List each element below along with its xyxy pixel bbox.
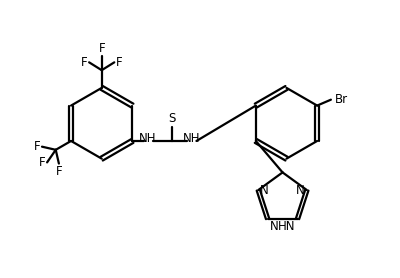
Text: F: F (116, 56, 122, 69)
Text: F: F (34, 140, 41, 153)
Text: F: F (98, 42, 105, 55)
Text: Br: Br (335, 93, 348, 106)
Text: F: F (39, 156, 46, 169)
Text: N: N (270, 220, 278, 233)
Text: F: F (81, 56, 88, 69)
Text: S: S (168, 112, 175, 125)
Text: NH: NH (182, 133, 200, 145)
Text: N: N (296, 183, 305, 197)
Text: NH: NH (139, 133, 157, 145)
Text: HN: HN (278, 220, 296, 233)
Text: F: F (56, 165, 62, 178)
Text: N: N (260, 183, 269, 197)
